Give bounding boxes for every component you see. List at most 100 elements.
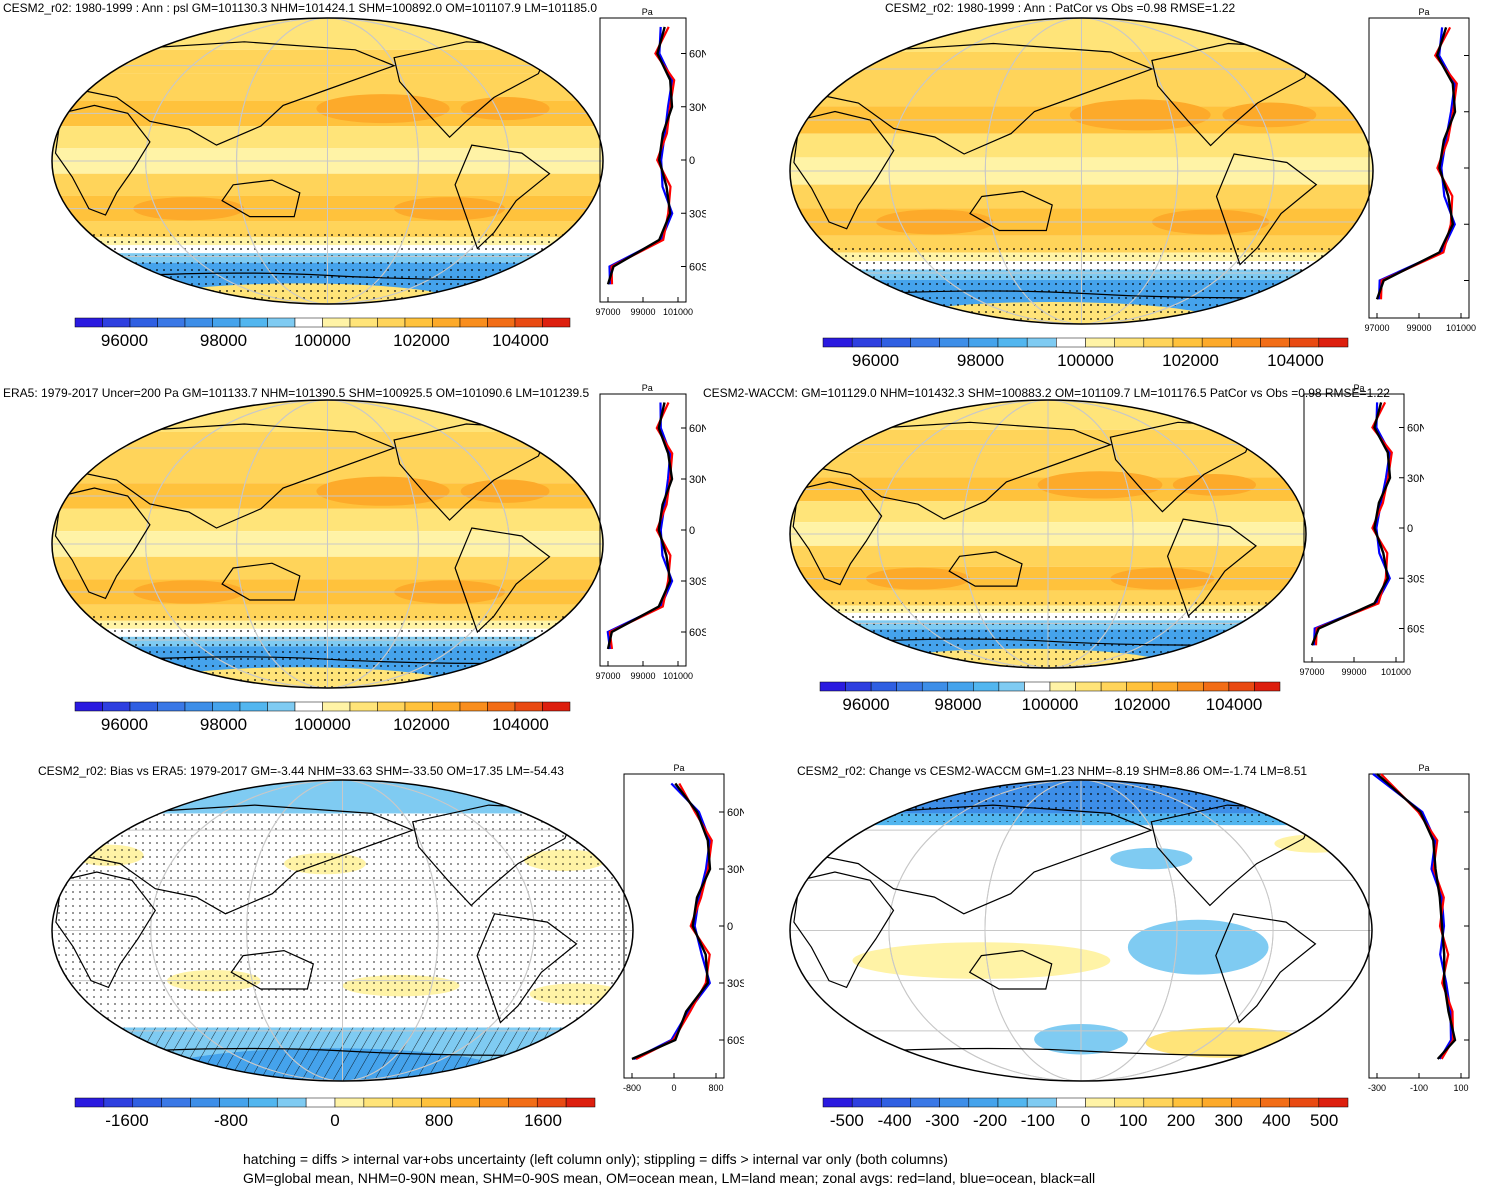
colorbar-swatch (823, 338, 852, 347)
colorbar-swatch (881, 1098, 910, 1107)
colorbar-swatch (940, 338, 969, 347)
zonal-lat-label: 0 (689, 525, 695, 537)
zonal-unit-label: Pa (1353, 383, 1364, 393)
colorbar-swatch (1290, 1098, 1319, 1107)
colorbar-label: 800 (425, 1111, 453, 1130)
colorbar-label: 96000 (101, 331, 148, 350)
colorbar-label: 104000 (492, 715, 549, 734)
colorbar-swatch (999, 682, 1025, 691)
zonal-x-label: 99000 (1406, 323, 1431, 333)
colorbar-swatch (537, 1098, 566, 1107)
zonal-frame (600, 394, 686, 666)
colorbar-swatch (104, 1098, 133, 1107)
colorbar-swatch (350, 702, 378, 711)
colorbar-swatch (911, 338, 940, 347)
colorbar-label: 96000 (852, 351, 899, 370)
colorbar-swatch (1101, 682, 1127, 691)
zonal-lat-label: 60N (727, 807, 744, 819)
colorbar-swatch (948, 682, 974, 691)
colorbar-swatch (219, 1098, 248, 1107)
colorbar-swatch (488, 318, 516, 327)
colorbar-label: 98000 (934, 695, 981, 714)
colorbar-swatch (433, 318, 461, 327)
zonal-frame (1369, 18, 1469, 318)
colorbar-swatch (1202, 1098, 1231, 1107)
zonal-frame (1304, 394, 1404, 662)
zonal-x-label: 97000 (596, 307, 621, 317)
colorbar-swatch (1152, 682, 1178, 691)
colorbar-label: 98000 (200, 715, 247, 734)
colorbar-label: 102000 (1162, 351, 1219, 370)
footer-note-1: hatching = diffs > internal var+obs unce… (243, 1151, 948, 1167)
zonal-lat-label: 60S (727, 1035, 744, 1047)
colorbar-swatch (1229, 682, 1255, 691)
colorbar-swatch (515, 318, 543, 327)
zonal-lat-label: 60S (689, 627, 706, 639)
zonal-unit-label: Pa (642, 383, 653, 393)
zonal-x-label: 100 (1453, 1083, 1468, 1093)
colorbar-swatch (185, 318, 213, 327)
colorbar-swatch (1127, 682, 1153, 691)
colorbar-swatch (1231, 338, 1260, 347)
map-panel-3 (50, 398, 605, 690)
colorbar-swatch (433, 702, 461, 711)
colorbar-swatch (969, 1098, 998, 1107)
zonal-x-label: 99000 (1341, 667, 1366, 677)
colorbar-swatch (1056, 338, 1085, 347)
zonal-frame (624, 774, 724, 1078)
colorbar-swatch (846, 682, 872, 691)
zonal-x-label: -100 (1410, 1083, 1428, 1093)
zonal-all-curve (632, 784, 710, 1060)
colorbar-swatch (75, 702, 103, 711)
colorbar-label: -400 (878, 1111, 912, 1130)
colorbar-swatch (422, 1098, 451, 1107)
colorbar-swatch (130, 702, 158, 711)
colorbar-swatch (1319, 1098, 1348, 1107)
zonal-lat-label: 0 (727, 921, 733, 933)
zonal-lat-label: 60S (689, 262, 706, 274)
colorbar-swatch (295, 318, 323, 327)
colorbar-label: 104000 (1267, 351, 1324, 370)
map-panel-1 (50, 16, 605, 306)
colorbar-swatch (543, 318, 571, 327)
zonal-lat-label: 60S (1407, 624, 1424, 636)
colorbar-label: 98000 (200, 331, 247, 350)
zonal-x-label: 101000 (1446, 323, 1476, 333)
zonal-x-label: 97000 (596, 671, 621, 681)
colorbar-swatch (871, 682, 897, 691)
colorbar-swatch (378, 318, 406, 327)
colorbar-swatch (543, 702, 571, 711)
colorbar-swatch (1261, 1098, 1290, 1107)
zonal-lat-label: 60N (689, 49, 706, 61)
colorbar-swatch (1254, 682, 1280, 691)
colorbar-swatch (378, 702, 406, 711)
zonal-x-label: 800 (708, 1083, 723, 1093)
colorbar-label: 96000 (101, 715, 148, 734)
colorbar-label: 400 (1262, 1111, 1290, 1130)
colorbar-label: 102000 (393, 715, 450, 734)
zonal-frame (600, 18, 686, 302)
colorbar-swatch (922, 682, 948, 691)
zonal-unit-label: Pa (642, 7, 653, 17)
colorbar-swatch (1086, 1098, 1115, 1107)
colorbar-swatch (897, 682, 923, 691)
colorbar-swatch (823, 1098, 852, 1107)
colorbar-swatch (998, 1098, 1027, 1107)
zonal-lat-label: 60N (1407, 423, 1424, 435)
colorbar-swatch (1261, 338, 1290, 347)
panel-title-6: CESM2_r02: Change vs CESM2-WACCM GM=1.23… (797, 764, 1307, 778)
colorbar-label: -200 (973, 1111, 1007, 1130)
colorbar-swatch (213, 702, 241, 711)
panel-title-1: CESM2_r02: 1980-1999 : Ann : psl GM=1011… (3, 1, 597, 15)
colorbar-label: 102000 (393, 331, 450, 350)
zonal-x-label: 101000 (1381, 667, 1411, 677)
colorbar-label: -100 (1021, 1111, 1055, 1130)
colorbar-label: -800 (214, 1111, 248, 1130)
zonal-x-label: 101000 (663, 671, 693, 681)
colorbar-label: 0 (1081, 1111, 1090, 1130)
